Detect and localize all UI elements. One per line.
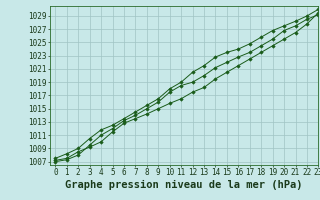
X-axis label: Graphe pression niveau de la mer (hPa): Graphe pression niveau de la mer (hPa): [65, 180, 303, 190]
